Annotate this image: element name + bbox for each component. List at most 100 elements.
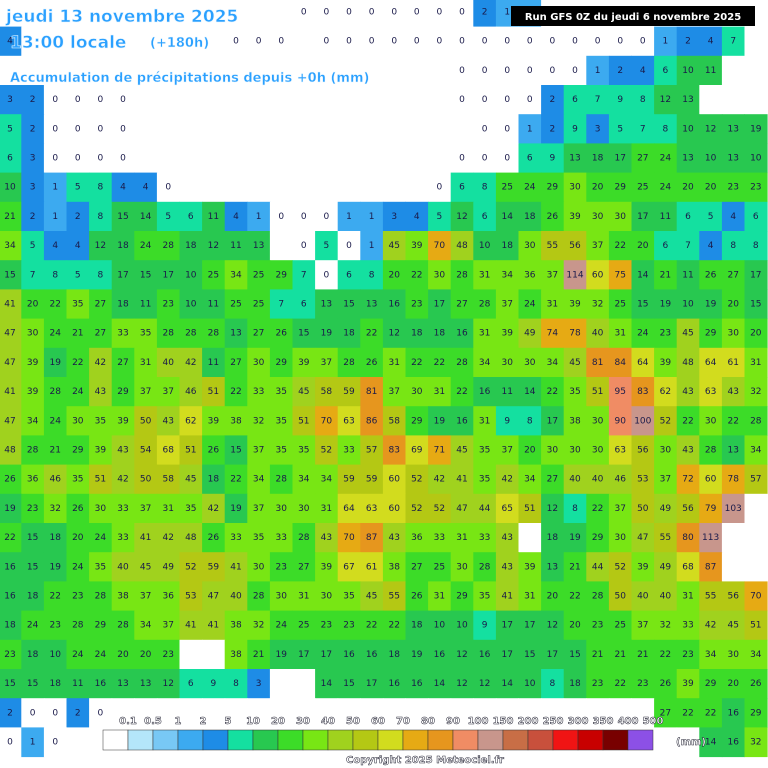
cell — [518, 523, 542, 553]
cell — [586, 698, 610, 728]
cell-value: 19 — [49, 358, 61, 368]
legend-label: 60 — [371, 716, 385, 727]
cell-value: 83 — [637, 387, 648, 397]
legend-swatch — [277, 729, 304, 751]
legend: 0.1 0.5 1 2 5 10 20 30 40 50 60 70 80 90 100 150 200 250 3… — [102, 716, 664, 751]
cell-value: 18 — [49, 533, 61, 543]
cell — [450, 26, 474, 57]
cell-value: 1 — [663, 37, 669, 47]
cell-value: 8 — [369, 270, 375, 280]
cell — [247, 289, 271, 320]
cell-value: 33 — [275, 533, 286, 543]
cell-value: 24 — [660, 154, 672, 164]
cell-value: 45 — [727, 621, 738, 631]
cell — [202, 231, 226, 261]
cell — [315, 464, 339, 495]
cell — [450, 260, 474, 290]
cell-value: 46 — [49, 475, 61, 485]
cell — [495, 289, 519, 320]
cell-value: 16 — [388, 679, 400, 689]
cell-value: 10 — [456, 621, 468, 631]
cell — [405, 377, 429, 407]
cell-value: 21 — [592, 650, 603, 660]
cell — [631, 610, 655, 641]
cell — [134, 26, 158, 57]
cell — [156, 523, 180, 553]
cell — [134, 610, 158, 641]
cell-value: 51 — [298, 416, 309, 426]
cell — [744, 727, 768, 758]
cell — [495, 231, 519, 261]
cell — [156, 435, 180, 466]
cell — [315, 435, 339, 466]
cell-value: 17 — [366, 679, 377, 689]
cell — [315, 201, 339, 232]
cell — [21, 377, 45, 407]
cell — [111, 698, 135, 728]
cell — [179, 377, 203, 407]
cell-value: 21 — [49, 446, 60, 456]
cell-value: 78 — [569, 329, 581, 339]
cell — [450, 0, 474, 28]
cell — [43, 55, 67, 86]
cell — [21, 581, 45, 612]
cell — [43, 523, 67, 553]
cell — [654, 698, 678, 728]
cell — [586, 318, 610, 349]
cell-value: 0 — [120, 124, 126, 134]
cell — [608, 26, 632, 57]
cell-value: 0 — [617, 37, 623, 47]
cell — [744, 260, 768, 290]
cell-value: 30 — [569, 446, 581, 456]
cell — [66, 318, 90, 349]
cell — [450, 435, 474, 466]
cell-value: 40 — [569, 475, 581, 485]
cell-value: 29 — [750, 708, 762, 718]
legend-swatch — [352, 729, 379, 751]
cell — [66, 201, 90, 232]
cell — [382, 85, 406, 115]
cell — [654, 260, 678, 290]
cell — [721, 377, 745, 407]
cell — [111, 377, 135, 407]
cell — [676, 172, 700, 203]
cell-value: 42 — [208, 504, 219, 514]
cell — [292, 347, 316, 378]
cell — [495, 639, 519, 670]
cell-value: 28 — [275, 475, 287, 485]
cell — [134, 289, 158, 320]
cell-value: 1 — [369, 212, 375, 222]
cell — [292, 231, 316, 261]
cell-value: 21 — [637, 650, 648, 660]
cell — [563, 231, 587, 261]
cell-value: 59 — [343, 475, 355, 485]
cell — [541, 406, 565, 436]
cell-value: 18 — [27, 650, 39, 660]
cell — [89, 523, 113, 553]
cell-value: 0 — [30, 708, 36, 718]
cell — [111, 347, 135, 378]
cell-value: 60 — [388, 475, 400, 485]
cell-value: 11 — [140, 300, 151, 310]
cell-value: 12 — [456, 679, 467, 689]
cell-value: 9 — [211, 679, 217, 689]
cell-value: 43 — [682, 446, 693, 456]
cell — [382, 201, 406, 232]
cell — [156, 581, 180, 612]
cell — [360, 201, 384, 232]
cell — [563, 698, 587, 728]
cell — [631, 581, 655, 612]
cell — [586, 114, 610, 144]
cell-value: 20 — [547, 592, 559, 602]
cell — [631, 523, 655, 553]
cell — [631, 698, 655, 728]
cell — [89, 669, 113, 699]
cell — [179, 114, 203, 144]
cell — [202, 698, 226, 728]
cell — [21, 669, 45, 699]
cell — [541, 435, 565, 466]
cell-value: 68 — [682, 562, 694, 572]
cell — [315, 231, 339, 261]
cell-value: 35 — [479, 475, 490, 485]
cell — [631, 464, 655, 495]
